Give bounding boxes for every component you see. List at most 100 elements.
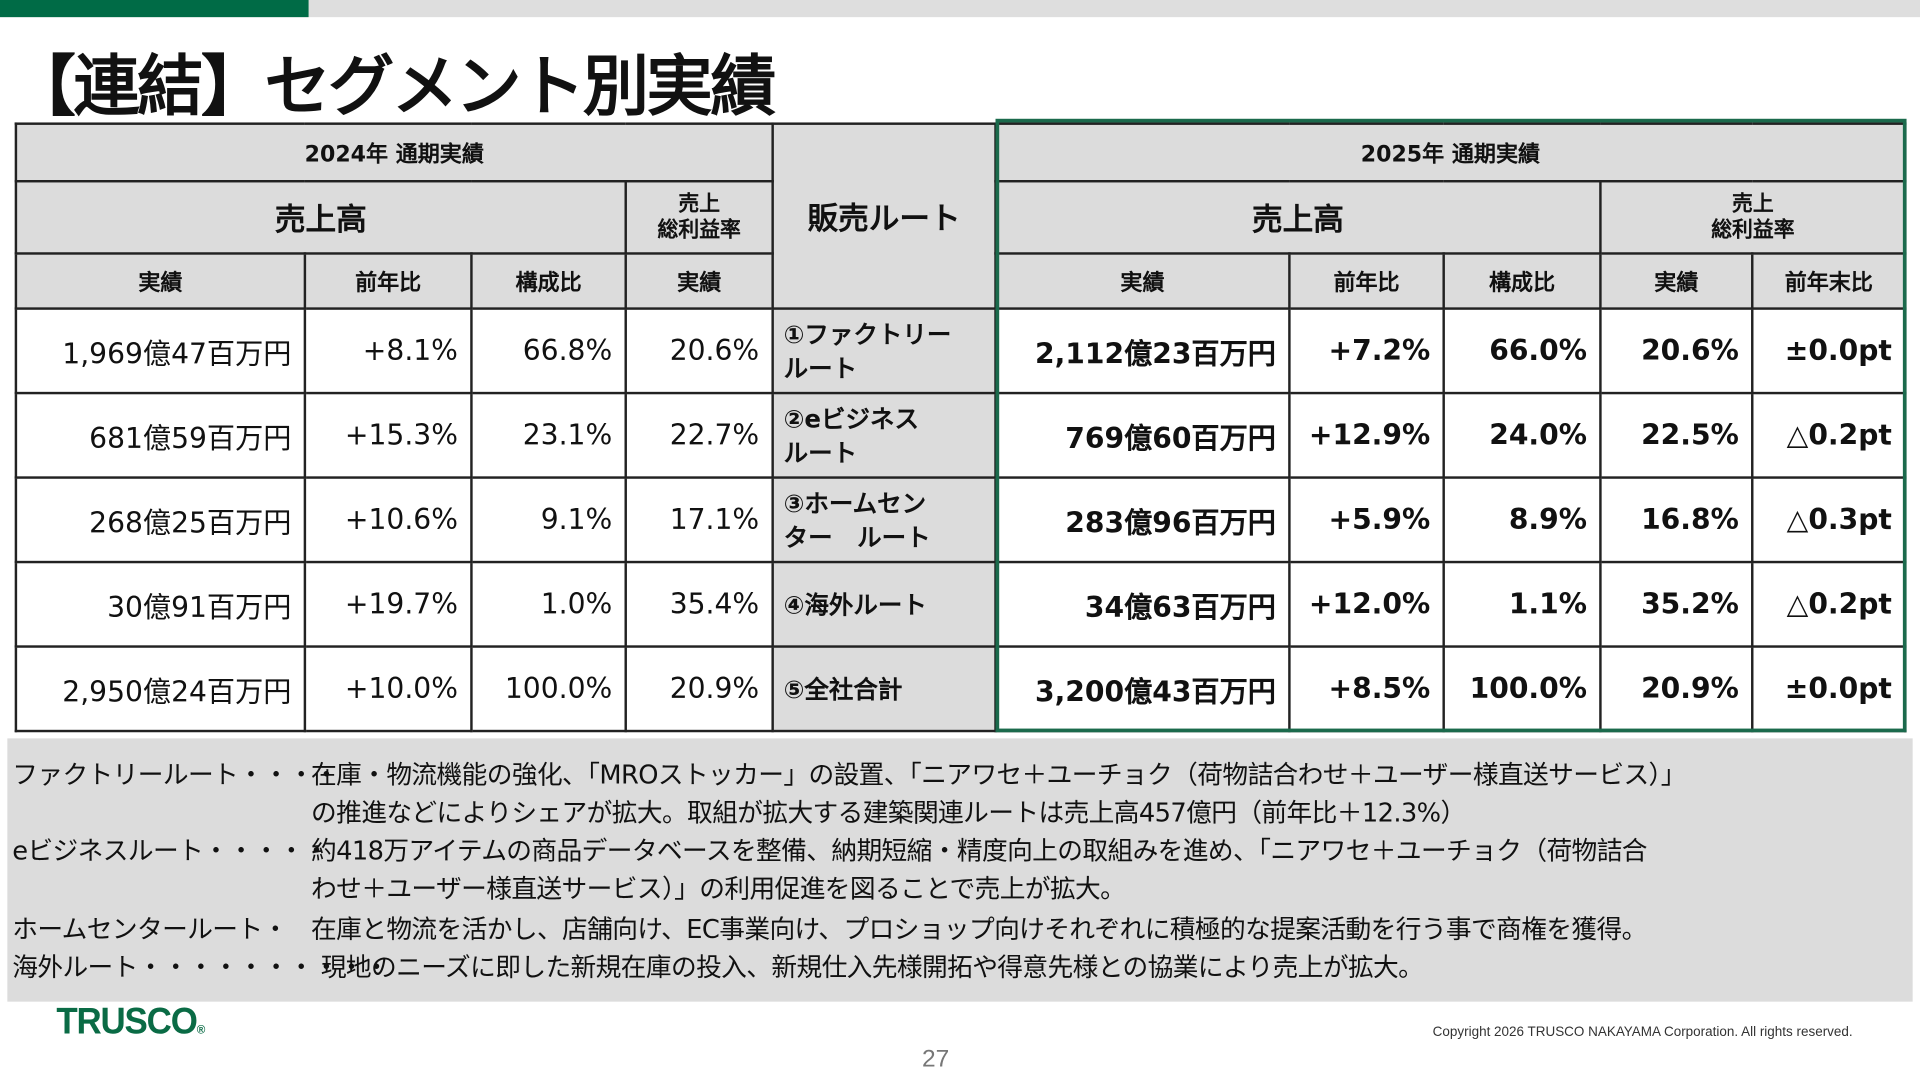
- yoy-2024: +15.3%: [303, 391, 473, 479]
- route-line1: ③ホームセン: [783, 487, 927, 518]
- sales-2024: 1,969億47百万円: [14, 307, 307, 395]
- sales-2025: 2,112億23百万円: [994, 307, 1291, 395]
- margin-2025: 22.5%: [1599, 391, 1754, 479]
- col-margin-2025: 実績: [1599, 252, 1754, 310]
- yoy-2024: +8.1%: [303, 307, 473, 395]
- sales-2025: 3,200億43百万円: [994, 645, 1291, 733]
- share-2024: 66.8%: [470, 307, 627, 395]
- header-margin-line2: 総利益率: [1711, 217, 1795, 242]
- notes-panel: ファクトリールート・・・・ 在庫・物流機能の強化、「MROストッカー」の設置、「ニ…: [7, 738, 1913, 1002]
- route-line1: ④海外ルート: [783, 589, 927, 619]
- note-text: 在庫・物流機能の強化、「MROストッカー」の設置、「ニアワセ＋ユーチョク（荷物詰…: [311, 760, 1687, 790]
- col-actual-2024: 実績: [14, 252, 307, 310]
- margin-2025: 20.6%: [1599, 307, 1754, 395]
- margin-change: ±0.0pt: [1751, 645, 1907, 733]
- yoy-2024: +10.0%: [303, 645, 473, 733]
- page-number: 27: [922, 1045, 950, 1073]
- margin-2024: 35.4%: [624, 560, 774, 648]
- margin-2024: 22.7%: [624, 391, 774, 479]
- route-line1: ⑤全社合計: [783, 674, 903, 704]
- page-title: 【連結】セグメント別実績: [9, 47, 777, 125]
- share-2024: 1.0%: [470, 560, 627, 648]
- header-sales-2025: 売上高: [994, 180, 1602, 255]
- header-margin-line1: 売上: [678, 191, 721, 217]
- header-sales-2024: 売上高: [14, 180, 627, 255]
- route-name: ④海外ルート: [771, 560, 997, 648]
- margin-2025: 20.9%: [1599, 645, 1754, 733]
- sales-2024: 2,950億24百万円: [14, 645, 307, 733]
- yoy-2025: +7.2%: [1288, 307, 1445, 395]
- share-2024: 9.1%: [470, 476, 627, 564]
- yoy-2024: +10.6%: [303, 476, 473, 564]
- table-row: 30億91百万円 +19.7% 1.0% 35.4% ④海外ルート 34億63百万円 +12…: [14, 560, 1907, 648]
- share-2025: 8.9%: [1442, 476, 1602, 564]
- note-label: 海外ルート・・・・・・・・・・: [12, 952, 389, 983]
- margin-2024: 20.6%: [624, 307, 774, 395]
- margin-change: △0.2pt: [1751, 391, 1907, 479]
- note-text: 在庫と物流を活かし、店舗向け、EC事業向け、プロショップ向けそれぞれに積極的な提…: [311, 914, 1647, 945]
- margin-2024: 17.1%: [624, 476, 774, 564]
- note-label: ホームセンタールート・: [12, 914, 288, 945]
- margin-change: △0.3pt: [1751, 476, 1907, 564]
- yoy-2024: +19.7%: [303, 560, 473, 648]
- header-margin-line1: 売上: [1732, 191, 1774, 217]
- col-yoy-2025: 前年比: [1288, 252, 1445, 310]
- col-margin-2024: 実績: [624, 252, 774, 310]
- header-margin-line2: 総利益率: [657, 217, 741, 242]
- note-label: eビジネスルート・・・・・: [12, 836, 329, 866]
- col-margin-change: 前年末比: [1751, 252, 1907, 310]
- route-line2: ルート: [783, 353, 858, 383]
- share-2024: 23.1%: [470, 391, 627, 479]
- sales-2025: 769億60百万円: [994, 391, 1291, 479]
- margin-2025: 35.2%: [1599, 560, 1754, 648]
- table-row: 1,969億47百万円 +8.1% 66.8% 20.6% ①ファクトリー ルート 2,11…: [14, 307, 1907, 395]
- note-text: 現地のニーズに即した新規在庫の投入、新規仕入先様開拓や得意先様との協業により売上…: [320, 952, 1424, 983]
- note-text: わせ＋ユーザー様直送サービス）」の利用促進を図ることで売上が拡大。: [311, 874, 1126, 904]
- header-route: 販売ルート: [771, 122, 997, 310]
- col-actual-2025: 実績: [994, 252, 1291, 310]
- note-label: ファクトリールート・・・・: [12, 760, 339, 790]
- share-2025: 24.0%: [1442, 391, 1602, 479]
- route-line2: ター ルート: [783, 522, 931, 552]
- margin-change: ±0.0pt: [1751, 307, 1907, 395]
- margin-change: △0.2pt: [1751, 560, 1907, 648]
- note-text: の推進などによりシェアが拡大。取組が拡大する建築関連ルートは売上高457億円（前…: [311, 798, 1466, 828]
- note-text: 約418万アイテムの商品データベースを整備、納期短縮・精度向上の取組みを進め、「…: [311, 836, 1647, 866]
- margin-2025: 16.8%: [1599, 476, 1754, 564]
- route-line1: ①ファクトリー: [783, 318, 952, 349]
- table-row: 2,950億24百万円 +10.0% 100.0% 20.9% ⑤全社合計 3,200億4…: [14, 645, 1907, 733]
- route-line2: ルート: [783, 437, 858, 468]
- margin-2024: 20.9%: [624, 645, 774, 733]
- yoy-2025: +5.9%: [1288, 476, 1445, 564]
- sales-2024: 30億91百万円: [14, 560, 307, 648]
- yoy-2025: +12.0%: [1288, 560, 1445, 648]
- yoy-2025: +12.9%: [1288, 391, 1445, 479]
- table-row: 268億25百万円 +10.6% 9.1% 17.1% ③ホームセン ター ルート 283億…: [14, 476, 1907, 564]
- route-name: ②eビジネス ルート: [771, 391, 997, 479]
- share-2025: 1.1%: [1442, 560, 1602, 648]
- sales-2024: 268億25百万円: [14, 476, 307, 564]
- route-line1: ②eビジネス: [783, 403, 919, 433]
- col-yoy-2024: 前年比: [303, 252, 473, 310]
- top-bar-accent: [0, 0, 309, 18]
- top-bar: [0, 0, 1920, 18]
- route-name: ⑤全社合計: [771, 645, 997, 733]
- copyright: Copyright 2026 TRUSCO NAKAYAMA Corporati…: [1432, 1024, 1853, 1040]
- col-share-2025: 構成比: [1442, 252, 1602, 310]
- share-2025: 66.0%: [1442, 307, 1602, 395]
- route-name: ①ファクトリー ルート: [771, 307, 997, 395]
- header-2025: 2025年 通期実績: [994, 122, 1907, 183]
- segment-table: 2024年 通期実績 販売ルート 2025年 通期実績 売上高 売上 総利益率 売…: [14, 122, 1907, 733]
- sales-2025: 283億96百万円: [994, 476, 1291, 564]
- trusco-logo: TRUSCO®: [56, 1001, 205, 1043]
- header-2024: 2024年 通期実績: [14, 122, 774, 183]
- share-2025: 100.0%: [1442, 645, 1602, 733]
- sales-2024: 681億59百万円: [14, 391, 307, 479]
- yoy-2025: +8.5%: [1288, 645, 1445, 733]
- route-name: ③ホームセン ター ルート: [771, 476, 997, 564]
- header-margin-2024: 売上 総利益率: [624, 180, 774, 255]
- header-margin-2025: 売上 総利益率: [1599, 180, 1907, 255]
- table-row: 681億59百万円 +15.3% 23.1% 22.7% ②eビジネス ルート 769億60…: [14, 391, 1907, 479]
- share-2024: 100.0%: [470, 645, 627, 733]
